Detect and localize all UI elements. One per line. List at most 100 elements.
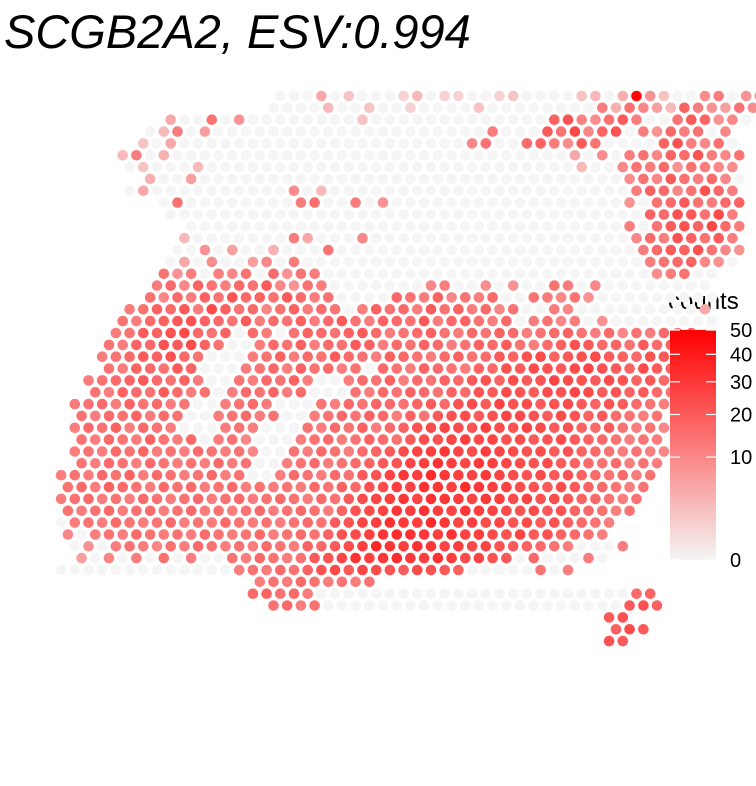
spot — [240, 244, 252, 256]
spot — [418, 197, 430, 208]
spot — [233, 304, 245, 315]
spot — [699, 114, 711, 125]
spot — [288, 564, 300, 576]
spot — [96, 351, 108, 363]
spot — [281, 102, 293, 114]
spot — [370, 161, 382, 173]
spot — [460, 505, 471, 517]
spot — [535, 422, 546, 434]
spot — [466, 375, 478, 386]
legend-tick-label: 50 — [730, 320, 752, 342]
spot — [268, 363, 279, 374]
spot — [103, 458, 115, 469]
spot — [412, 232, 423, 244]
spot — [651, 126, 663, 137]
spot — [644, 446, 656, 457]
spot — [480, 327, 492, 339]
spot — [316, 493, 327, 505]
spot — [158, 268, 170, 280]
spot — [384, 138, 396, 149]
spot — [323, 102, 334, 114]
spot — [288, 114, 300, 125]
spot — [501, 244, 512, 256]
spot — [439, 232, 451, 244]
spot — [192, 541, 204, 552]
spot — [624, 481, 635, 493]
spot — [391, 197, 403, 208]
spot — [138, 564, 149, 576]
spot — [644, 185, 656, 197]
spot — [172, 552, 183, 564]
legend-tick-label: 30 — [730, 372, 752, 394]
spot — [213, 292, 224, 303]
spot — [542, 102, 553, 114]
spot — [549, 209, 560, 220]
spot — [391, 102, 403, 114]
spot — [343, 351, 355, 363]
spot — [535, 185, 546, 197]
spot — [233, 375, 245, 386]
spot — [562, 564, 574, 576]
spot — [199, 481, 211, 493]
spot — [151, 422, 163, 434]
spot — [323, 150, 334, 161]
spot — [590, 493, 601, 505]
spot — [460, 434, 471, 445]
spot — [295, 505, 307, 517]
spot — [370, 493, 382, 505]
spot — [603, 588, 615, 599]
spot — [343, 114, 355, 125]
spot — [405, 434, 416, 445]
spot — [603, 280, 615, 291]
spot — [165, 375, 176, 386]
spot — [391, 600, 403, 611]
spot — [336, 481, 348, 493]
spot — [617, 398, 629, 410]
spot — [555, 244, 567, 256]
spot — [316, 185, 327, 197]
spot — [323, 363, 334, 374]
spot — [185, 363, 197, 374]
spot — [405, 173, 416, 185]
spot — [651, 600, 663, 611]
spot — [624, 339, 635, 351]
spot — [144, 126, 156, 137]
spot — [542, 315, 553, 327]
spot — [336, 458, 348, 469]
spot — [405, 244, 416, 256]
spot — [213, 315, 224, 327]
spot — [521, 209, 533, 220]
spot — [329, 90, 341, 102]
spot — [117, 315, 128, 327]
spot — [460, 410, 471, 422]
spot — [268, 221, 279, 232]
spot — [192, 256, 204, 268]
spot — [316, 541, 327, 552]
spot — [418, 529, 430, 540]
spot — [610, 150, 622, 161]
spot — [240, 481, 252, 493]
spot — [302, 398, 314, 410]
spot — [432, 410, 444, 422]
spot — [384, 161, 396, 173]
spot — [391, 529, 403, 540]
spot — [418, 387, 430, 398]
spot — [165, 541, 176, 552]
spot — [439, 280, 451, 291]
spot — [398, 327, 409, 339]
spot — [179, 446, 190, 457]
spot — [158, 339, 170, 351]
spot — [439, 161, 451, 173]
spot — [268, 410, 279, 422]
spot — [110, 351, 122, 363]
spot — [295, 387, 307, 398]
spot — [446, 481, 457, 493]
spot — [323, 268, 334, 280]
spot — [610, 505, 622, 517]
spot — [302, 446, 314, 457]
spot — [597, 410, 608, 422]
spot — [610, 410, 622, 422]
spot — [316, 209, 327, 220]
spot — [425, 541, 437, 552]
spot — [425, 256, 437, 268]
